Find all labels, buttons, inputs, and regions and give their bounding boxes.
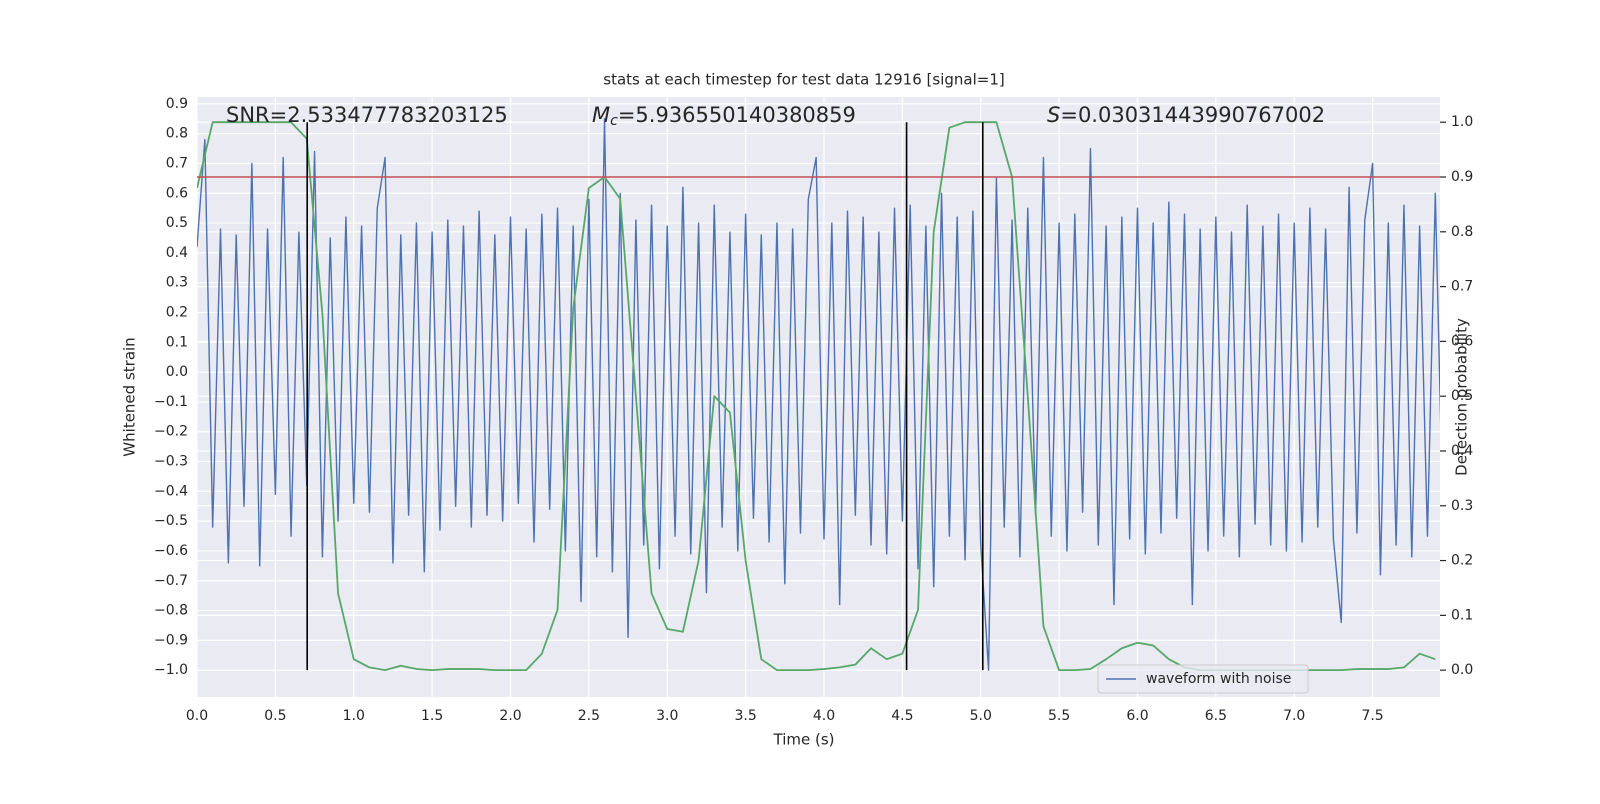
plot-area xyxy=(197,97,1440,697)
annotation-text: =0.03031443990767002 xyxy=(1060,103,1325,127)
x-tick-label: 3.5 xyxy=(734,708,756,724)
x-tick-label: 4.5 xyxy=(891,708,913,724)
y2-tick-label: 0.7 xyxy=(1451,279,1473,295)
y-tick-label: −0.7 xyxy=(154,573,188,589)
y2-tick-label: 0.9 xyxy=(1451,169,1473,185)
y-tick-label: 0.0 xyxy=(166,364,188,380)
x-tick-label: 5.0 xyxy=(970,708,992,724)
x-tick-label: 5.5 xyxy=(1048,708,1070,724)
labels: 0.0 0.5 1.0 1.5 2.0 2.5 3.0 3.5 4.0 4.5 5.0 5.5 6.0 6… xyxy=(154,96,1473,724)
y2-tick-label: 0.8 xyxy=(1451,224,1473,240)
y2-tick-label: 0.5 xyxy=(1451,388,1473,404)
annotation: SNR=2.533477783203125 xyxy=(226,103,508,127)
x-tick-label: 6.0 xyxy=(1126,708,1148,724)
legend-box xyxy=(1097,664,1309,694)
y2-tick-label: 0.1 xyxy=(1451,607,1473,623)
grid xyxy=(196,97,1440,697)
y-tick-label: −0.4 xyxy=(154,483,188,499)
y2-axis-label: Detection probability xyxy=(1453,318,1471,476)
annotation-text: =5.936550140380859 xyxy=(618,103,856,127)
y-tick-label: 0.6 xyxy=(166,185,188,201)
x-tick-label: 2.0 xyxy=(499,708,521,724)
y-tick-label: −0.1 xyxy=(154,394,188,410)
annotation: S=0.03031443990767002 xyxy=(1047,103,1325,127)
series-line xyxy=(197,118,1440,671)
y-tick-label: −0.6 xyxy=(154,543,188,559)
y2-tick-label: 0.4 xyxy=(1451,443,1473,459)
y-axis-label: Whitened strain xyxy=(121,337,139,456)
y-tick-label: −1.0 xyxy=(154,662,188,678)
annotation-symbol: M xyxy=(592,103,610,127)
y-tick-label: 0.1 xyxy=(166,334,188,350)
y-tick-label: 0.7 xyxy=(166,155,188,171)
y-tick-label: −0.9 xyxy=(154,632,188,648)
x-tick-label: 7.5 xyxy=(1361,708,1383,724)
y-tick-label: −0.8 xyxy=(154,603,188,619)
x-tick-label: 0.5 xyxy=(264,708,286,724)
y2-tick-label: 0.2 xyxy=(1451,553,1473,569)
y2-tick-label: 0.0 xyxy=(1451,662,1473,678)
annotation-symbol: S xyxy=(1047,103,1060,127)
y2-tick-label: 1.0 xyxy=(1451,114,1473,130)
x-tick-label: 3.0 xyxy=(656,708,678,724)
x-tick-label: 6.5 xyxy=(1205,708,1227,724)
x-axis-label: Time (s) xyxy=(773,731,835,749)
legend-label: waveform with noise xyxy=(1146,671,1291,687)
annotation: Mc=5.936550140380859 xyxy=(592,103,856,129)
y-tick-label: 0.5 xyxy=(166,215,188,231)
y-tick-label: 0.4 xyxy=(166,245,188,261)
marks xyxy=(197,118,1440,672)
y-tick-label: 0.8 xyxy=(166,126,188,142)
x-tick-label: 1.0 xyxy=(343,708,365,724)
y-tick-label: 0.3 xyxy=(166,275,188,291)
x-tick-label: 0.0 xyxy=(186,708,208,724)
y-tick-label: −0.3 xyxy=(154,454,188,470)
x-tick-label: 2.5 xyxy=(578,708,600,724)
y2-tick-label: 0.6 xyxy=(1451,333,1473,349)
y-tick-label: −0.2 xyxy=(154,424,188,440)
annotation-subscript: c xyxy=(610,113,618,129)
y-tick-label: 0.9 xyxy=(166,96,188,112)
x-tick-label: 4.0 xyxy=(813,708,835,724)
y-tick-label: −0.5 xyxy=(154,513,188,529)
y2-tick-label: 0.3 xyxy=(1451,498,1473,514)
chart-title: stats at each timestep for test data 129… xyxy=(603,71,1004,89)
x-tick-label: 1.5 xyxy=(421,708,443,724)
x-tick-label: 7.0 xyxy=(1283,708,1305,724)
y-tick-label: 0.2 xyxy=(166,304,188,320)
